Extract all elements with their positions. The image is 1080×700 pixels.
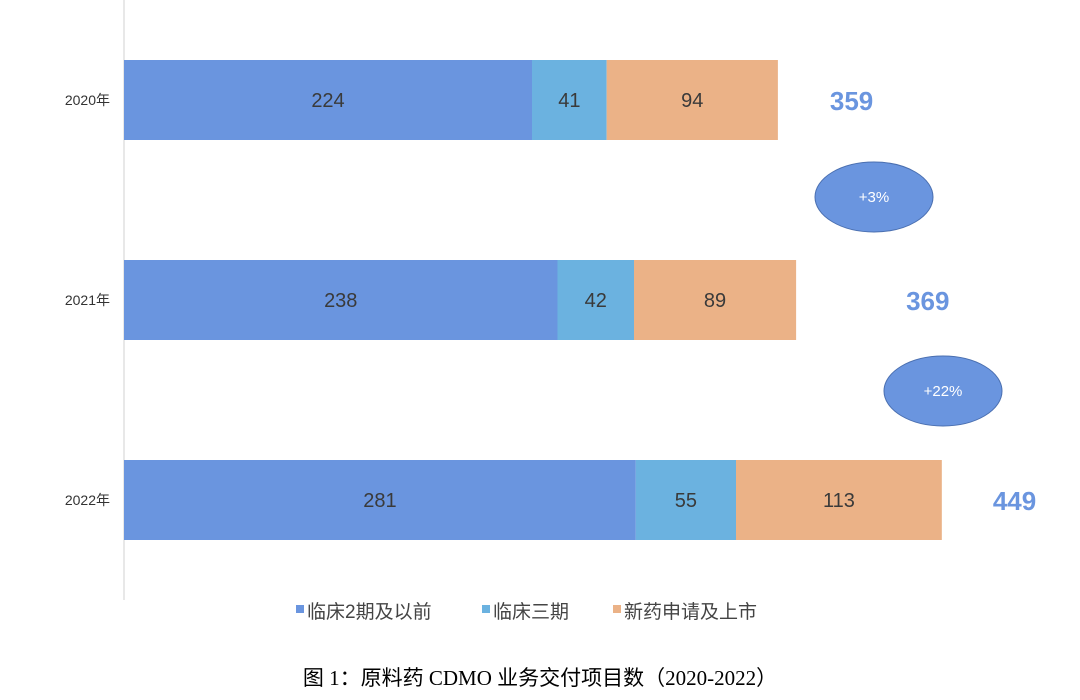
data-label: 55 — [675, 490, 697, 512]
bar-segment — [557, 260, 634, 340]
growth-bubble — [814, 161, 934, 233]
data-label: 42 — [585, 290, 607, 312]
figure-caption: 图 1：原料药 CDMO 业务交付项目数（2020-2022） — [302, 666, 778, 690]
bar-segment — [124, 460, 636, 540]
bar-segment — [736, 460, 942, 540]
legend-label: 临床2期及以前 — [307, 601, 432, 623]
stacked-bar-chart: 2020年 224 41 94 359 2021年 238 42 89 369 2022年 281 55… — [65, 0, 1036, 623]
bar-segment — [606, 60, 778, 140]
data-label: 238 — [324, 290, 357, 312]
data-label: 41 — [558, 90, 580, 112]
data-label: 94 — [681, 90, 703, 112]
legend-label: 临床三期 — [493, 601, 569, 623]
legend-swatch — [613, 605, 621, 613]
total-label: 369 — [906, 286, 949, 316]
total-label: 449 — [993, 486, 1036, 516]
data-label: 89 — [704, 290, 726, 312]
category-label: 2021年 — [65, 292, 110, 308]
growth-bubble — [883, 355, 1003, 427]
data-label: 281 — [363, 490, 396, 512]
category-label: 2022年 — [65, 492, 110, 508]
legend-swatch — [296, 605, 304, 613]
legend-label: 新药申请及上市 — [624, 601, 757, 623]
growth-label: +22% — [924, 383, 963, 400]
total-label: 359 — [830, 86, 873, 116]
data-label: 113 — [823, 490, 855, 512]
bar-segment — [634, 260, 797, 340]
category-label: 2020年 — [65, 92, 110, 108]
bar-segment — [124, 260, 558, 340]
data-label: 224 — [311, 90, 344, 112]
bar-segment — [635, 460, 736, 540]
bar-segment — [124, 60, 532, 140]
bar-segment — [532, 60, 607, 140]
legend-swatch — [482, 605, 490, 613]
growth-label: +3% — [859, 189, 889, 206]
